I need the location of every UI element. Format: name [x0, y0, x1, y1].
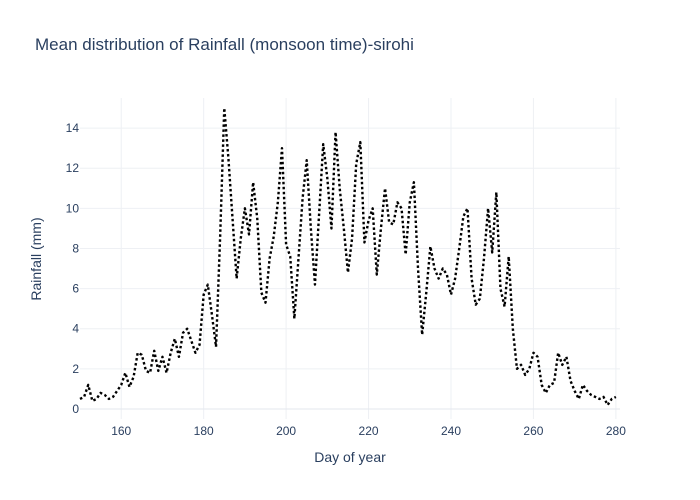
- x-tick-label: 220: [359, 424, 379, 438]
- y-axis-label: Rainfall (mm): [28, 217, 44, 300]
- y-tick-label: 10: [66, 201, 80, 215]
- x-axis-ticks: 160 180 200 220 240 260 280: [111, 424, 626, 438]
- y-tick-label: 6: [72, 282, 79, 296]
- y-tick-label: 12: [66, 161, 80, 175]
- chart-title: Mean distribution of Rainfall (monsoon t…: [35, 35, 414, 54]
- x-tick-label: 280: [606, 424, 626, 438]
- y-tick-label: 2: [72, 362, 79, 376]
- grid: [80, 98, 620, 419]
- x-tick-label: 240: [441, 424, 461, 438]
- y-tick-label: 14: [66, 121, 80, 135]
- series-lines: [79, 106, 617, 407]
- y-tick-label: 0: [72, 402, 79, 416]
- x-tick-label: 260: [523, 424, 543, 438]
- y-tick-label: 4: [72, 322, 79, 336]
- series-line: [79, 106, 617, 407]
- y-axis-ticks: 0 2 4 6 8 10 12 14: [66, 121, 80, 416]
- x-axis-label: Day of year: [314, 449, 386, 465]
- x-tick-label: 200: [276, 424, 296, 438]
- x-tick-label: 160: [111, 424, 131, 438]
- x-tick-label: 180: [194, 424, 214, 438]
- y-tick-label: 8: [72, 241, 79, 255]
